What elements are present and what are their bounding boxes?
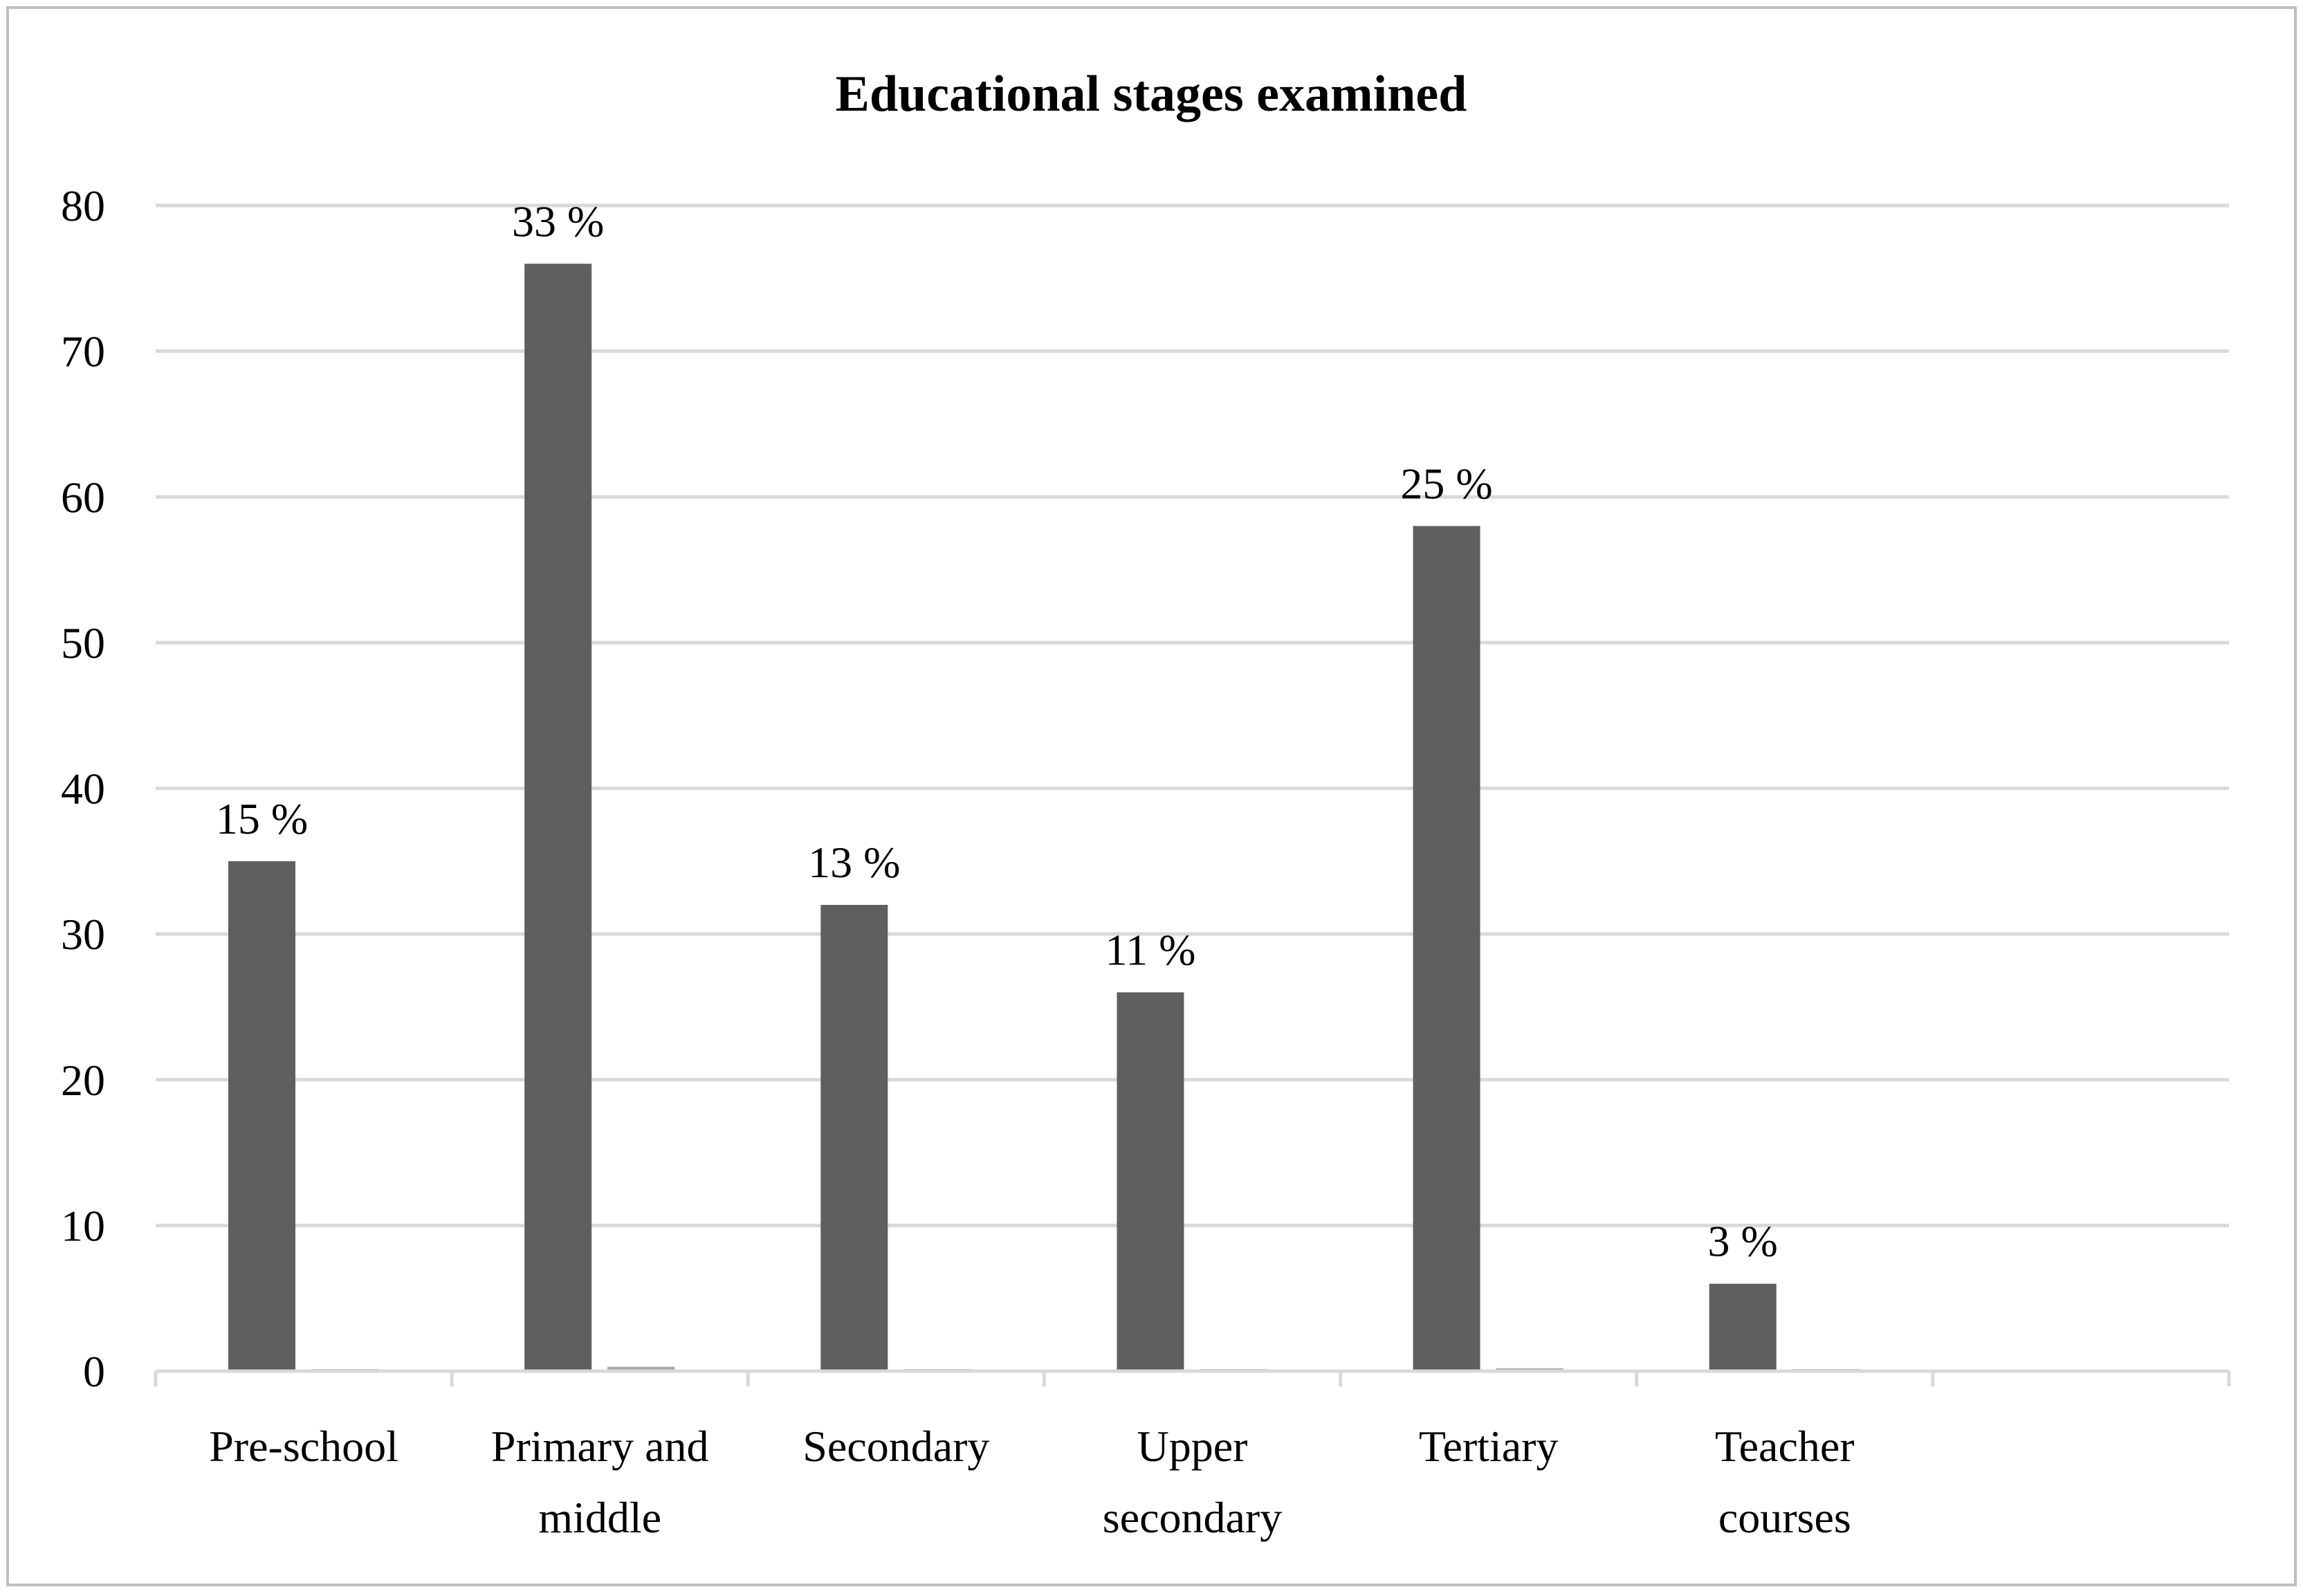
x-category-label: courses [1718,1493,1851,1542]
data-label: 11 % [1105,925,1195,974]
y-tick-label: 80 [61,181,105,230]
y-tick-label: 40 [61,764,105,814]
x-category-label: Upper [1137,1422,1248,1471]
data-label: 25 % [1400,459,1492,508]
bars [228,264,1860,1371]
y-tick-label: 30 [61,910,105,959]
x-category-label: Teacher [1715,1422,1855,1471]
x-category-label: Pre-school [209,1422,398,1471]
data-label: 13 % [808,838,900,887]
chart-title: Educational stages examined [836,66,1467,122]
bar [820,905,888,1371]
x-category-label: middle [538,1493,661,1542]
data-labels: 15 % 33 % 13 % 11 % 25 % 3 % [216,196,1778,1265]
data-label: 33 % [512,196,604,246]
bar [1413,526,1480,1371]
y-tick-label: 60 [61,473,105,522]
y-tick-label: 0 [83,1347,105,1396]
bar-secondary [607,1366,675,1371]
x-category-label: Tertiary [1419,1422,1559,1471]
x-category-label: Secondary [802,1422,989,1471]
y-tick-label: 10 [61,1201,105,1250]
x-category-label: secondary [1103,1493,1282,1542]
y-tick-label: 50 [61,618,105,668]
bar [228,861,295,1371]
bar [524,264,592,1371]
x-axis-category-labels: Pre-school Primary and middle Secondary Uppe… [209,1422,1854,1542]
bar [1117,992,1184,1371]
y-axis-tick-labels: 0 10 20 30 40 50 60 70 80 [61,181,105,1396]
x-axis [154,1369,2231,1386]
data-label: 15 % [216,794,308,843]
y-tick-label: 70 [61,327,105,376]
gridlines [156,203,2229,1227]
x-category-label: Primary and [491,1422,709,1471]
bar [1709,1283,1777,1371]
y-tick-label: 20 [61,1056,105,1105]
data-label: 3 % [1708,1217,1778,1266]
